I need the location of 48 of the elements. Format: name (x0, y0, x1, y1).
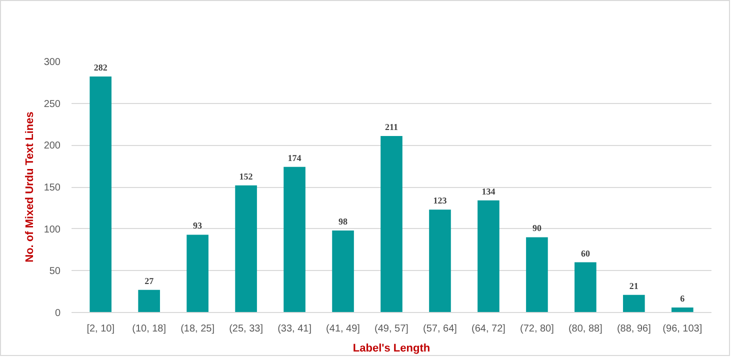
data-label: 27 (144, 276, 154, 286)
bar (332, 230, 354, 312)
y-tick-label: 0 (54, 308, 61, 319)
x-tick-label: (25, 33] (229, 324, 264, 334)
x-tick-label: (33, 41] (278, 324, 312, 334)
bar (623, 294, 645, 312)
x-tick-label: (41, 49] (326, 324, 360, 334)
bar (235, 185, 257, 312)
data-label: 174 (288, 152, 302, 163)
data-label: 152 (239, 171, 254, 182)
bar (429, 210, 451, 312)
x-tick-label: (96, 103] (662, 324, 702, 334)
data-label: 90 (532, 223, 542, 234)
y-tick-label: 150 (44, 182, 61, 194)
x-tick-label: (80, 88] (568, 324, 603, 334)
bar (380, 136, 402, 312)
data-label: 60 (580, 248, 590, 258)
data-label: 134 (482, 186, 496, 196)
x-tick-label: (72, 80] (520, 324, 554, 334)
bar (284, 166, 306, 312)
bar (526, 237, 548, 312)
data-label: 211 (385, 122, 398, 132)
y-tick-label: 50 (49, 266, 61, 278)
x-tick-label: (88, 96] (616, 324, 652, 334)
bar (186, 234, 208, 312)
bar (90, 76, 112, 312)
x-tick-label: (49, 57] (374, 324, 409, 334)
bar (672, 307, 694, 312)
bar (574, 262, 596, 312)
data-label: 93 (193, 220, 203, 231)
y-tick-label: 100 (44, 224, 61, 236)
data-label: 282 (94, 62, 108, 73)
x-tick-label: [2, 10] (86, 324, 115, 334)
y-tick-label: 250 (44, 98, 61, 110)
x-tick-label: (10, 18] (132, 324, 166, 334)
y-tick-label: 200 (44, 140, 61, 152)
y-axis-title: No. of Mixed Urdu Text Lines (24, 112, 36, 262)
x-axis-title: Label's Length (352, 342, 430, 354)
x-tick-label: (64, 72] (472, 324, 506, 334)
data-label: 98 (338, 216, 348, 227)
x-tick-label: (18, 25] (180, 324, 215, 334)
data-label: 21 (629, 280, 639, 291)
data-label: 123 (433, 196, 448, 206)
y-tick-label: 300 (44, 57, 61, 68)
x-tick-label: (57, 64] (423, 324, 458, 334)
bar (138, 290, 160, 312)
data-label: 6 (680, 293, 686, 304)
bar (478, 200, 500, 312)
